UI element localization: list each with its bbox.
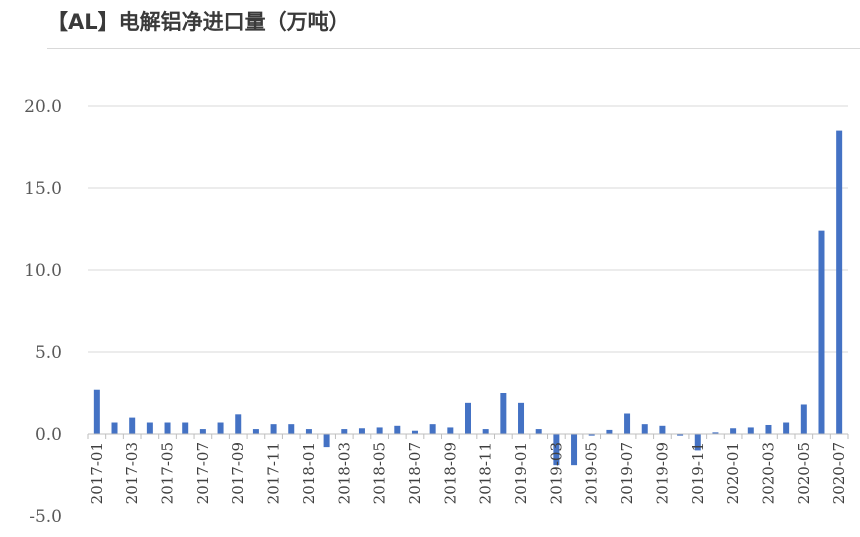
x-tick-label: 2020-01 — [724, 442, 742, 504]
bar — [571, 434, 578, 466]
bar — [305, 429, 312, 434]
bar — [217, 422, 224, 434]
bar — [588, 434, 595, 436]
bar — [783, 422, 790, 434]
x-tick-label: 2019-11 — [689, 442, 707, 504]
bar — [641, 424, 648, 434]
bar — [199, 429, 206, 434]
x-tick-label: 2017-05 — [159, 442, 177, 504]
y-axis: 20.0 15.0 10.0 5.0 0.0 -5.0 — [24, 97, 62, 527]
bar — [235, 414, 242, 434]
x-tick-label: 2018-07 — [406, 442, 424, 504]
bar — [712, 432, 719, 434]
x-tick-label: 2017-07 — [194, 442, 212, 504]
bar — [447, 427, 454, 434]
x-tick-label: 2020-07 — [830, 442, 848, 504]
y-tick-label: 10.0 — [24, 261, 62, 281]
x-tick-label: 2017-03 — [123, 442, 141, 504]
y-tick-label: 5.0 — [35, 343, 62, 363]
x-axis: 2017-01 2017-03 2017-05 2017-07 2017-09 2017-… — [87, 433, 849, 504]
bar — [606, 429, 613, 434]
bar — [535, 429, 542, 434]
bar — [252, 429, 259, 434]
x-tick-label: 2018-01 — [300, 442, 318, 504]
bar — [411, 430, 418, 434]
bar — [465, 402, 471, 434]
gridlines — [88, 105, 848, 353]
x-tick-label: 2018-05 — [371, 442, 389, 504]
x-tick-label: 2019-01 — [512, 442, 530, 504]
bar — [376, 427, 383, 434]
bar — [270, 424, 277, 434]
bar — [288, 424, 295, 434]
bar — [553, 434, 560, 466]
bar — [836, 130, 843, 434]
chart-title: 【AL】电解铝净进口量（万吨） — [47, 10, 350, 34]
bar — [111, 422, 118, 434]
x-tick-label: 2019-09 — [653, 442, 671, 504]
bar — [800, 404, 807, 434]
bar — [730, 428, 737, 434]
y-tick-label: -5.0 — [29, 507, 62, 527]
x-tick-label: 2020-05 — [795, 442, 813, 504]
x-tick-label: 2019-07 — [618, 442, 636, 504]
bar — [358, 428, 365, 434]
bar — [129, 417, 136, 434]
bar — [518, 402, 525, 434]
x-tick-label: 2018-11 — [477, 442, 495, 504]
bar — [93, 389, 100, 434]
x-tick-label: 2019-05 — [583, 442, 601, 504]
bar — [747, 427, 754, 434]
bar — [624, 413, 631, 434]
bar — [765, 424, 772, 434]
bar — [394, 425, 401, 434]
x-tick-label: 2020-03 — [759, 442, 777, 504]
x-tick-label: 2019-03 — [547, 442, 565, 504]
bar — [482, 429, 489, 434]
bar — [659, 425, 666, 434]
bar — [146, 422, 153, 434]
y-tick-label: 20.0 — [24, 97, 62, 117]
bars — [93, 130, 843, 466]
bar — [429, 424, 436, 434]
bar — [182, 422, 189, 434]
x-tick-label: 2017-11 — [265, 442, 283, 504]
x-tick-label: 2017-01 — [88, 442, 106, 504]
bar — [164, 422, 171, 434]
bar — [818, 230, 825, 434]
bar — [694, 434, 701, 451]
x-tick-label: 2018-09 — [441, 442, 459, 504]
bar — [677, 434, 684, 436]
bar — [341, 429, 348, 434]
x-tick-label: 2017-09 — [229, 442, 247, 504]
y-tick-label: 0.0 — [35, 425, 62, 445]
y-tick-label: 15.0 — [24, 179, 62, 199]
title-divider — [47, 48, 860, 49]
bar — [323, 434, 330, 448]
bar — [500, 393, 507, 434]
x-tick-label: 2018-03 — [335, 442, 353, 504]
